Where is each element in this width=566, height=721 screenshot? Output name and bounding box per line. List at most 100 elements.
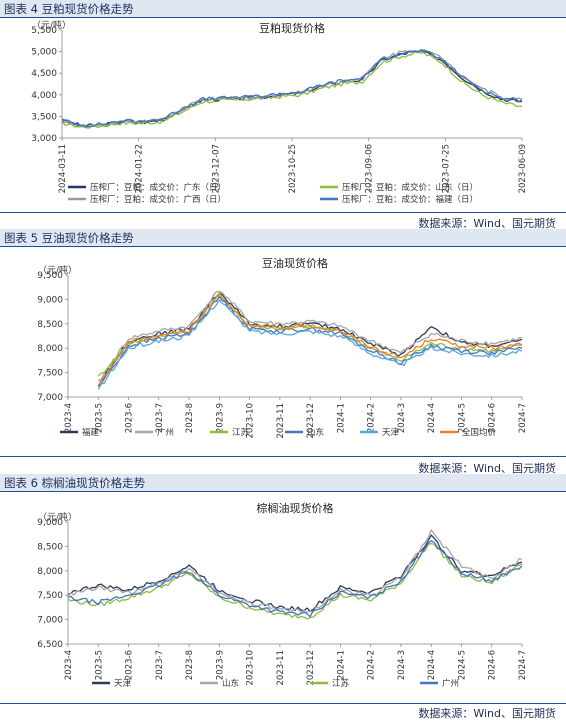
figure-header: 图表 4 豆粕现货价格走势	[0, 0, 566, 18]
series-line	[61, 50, 523, 128]
source-note: 数据来源：Wind、国元期货	[418, 462, 556, 475]
y-tick-label: 5,500	[31, 26, 57, 36]
figure-title: 图表 4 豆粕现货价格走势	[4, 2, 134, 16]
y-tick-label: 8,000	[37, 344, 63, 354]
divider	[0, 212, 566, 213]
legend-label: 江苏	[332, 678, 350, 689]
series-line	[67, 529, 523, 613]
x-tick-label: 2023-8	[185, 650, 195, 680]
y-tick-label: 8,500	[37, 320, 63, 330]
legend-label: 天津	[114, 678, 132, 689]
x-tick-label: 2023-10	[246, 650, 256, 686]
figure-title: 图表 5 豆油现货价格走势	[4, 231, 134, 245]
y-tick-label: 8,000	[37, 567, 63, 577]
x-tick-label: 2024-5	[457, 403, 467, 433]
series-line	[61, 49, 523, 129]
x-tick-label: 2023-4	[64, 650, 74, 680]
x-tick-label: 2023-12	[306, 403, 316, 439]
y-tick-label: 5,000	[31, 48, 57, 58]
x-tick-label: 2023-12	[306, 650, 316, 686]
y-tick-label: 3,000	[31, 134, 57, 144]
y-tick-label: 7,000	[37, 393, 63, 403]
y-tick-label: 6,500	[37, 640, 63, 650]
legend-label: 山东	[222, 678, 239, 689]
series-line	[97, 299, 523, 390]
x-tick-label: 2024-3	[397, 403, 407, 433]
x-tick-label: 2023-4	[64, 403, 74, 433]
x-tick-label: 2023-6	[125, 403, 135, 433]
series-line	[67, 540, 523, 618]
x-tick-label: 2024-4	[427, 403, 437, 433]
y-tick-label: 9,000	[37, 518, 63, 528]
divider	[0, 456, 566, 457]
x-tick-label: 2023-8	[185, 403, 195, 433]
x-tick-label: 2024-1	[336, 403, 346, 433]
x-tick-label: 2023-07-25	[441, 144, 451, 193]
x-tick-label: 2024-03-11	[58, 144, 68, 193]
y-tick-label: 7,500	[37, 369, 63, 379]
y-tick-label: 3,500	[31, 112, 57, 122]
y-tick-label: 9,000	[37, 295, 63, 305]
x-tick-label: 2023-9	[215, 650, 225, 680]
x-tick-label: 2024-7	[518, 650, 528, 680]
legend-label: 压榨厂：豆粕：成交价：福建（日）	[342, 194, 478, 205]
legend-label: 压榨厂：豆粕：成交价：广西（日）	[90, 194, 226, 205]
divider	[0, 703, 566, 704]
y-unit-label: （元/吨）	[38, 511, 77, 523]
legend-label: 天津	[382, 427, 400, 438]
y-tick-label: 8,500	[37, 542, 63, 552]
series-line	[67, 542, 523, 620]
soybean-oil-chart: 豆油现货价格 （元/吨） 7,000 7,500 8,000 8,500 9,000 9,50…	[37, 256, 528, 439]
x-tick-label: 2024-01-22	[135, 144, 145, 193]
x-tick-label: 2024-2	[367, 403, 377, 433]
legend-label: 江苏	[232, 427, 250, 438]
source-note: 数据来源：Wind、国元期货	[418, 707, 556, 720]
chart-title: 豆粕现货价格	[259, 21, 325, 35]
x-tick-label: 2023-9	[215, 403, 225, 433]
x-tick-label: 2023-11	[276, 650, 286, 686]
x-tick-label: 2023-6	[125, 650, 135, 680]
x-tick-label: 2023-10-25	[288, 144, 298, 193]
figure-header: 图表 6 棕榈油现货价格走势	[0, 474, 566, 492]
x-tick-label: 2023-7	[155, 650, 165, 680]
palm-oil-chart: 棕榈油现货价格 （元/吨） 6,500 7,000 7,500 8,000 8,500 9,0…	[37, 501, 528, 689]
x-tick-label: 2023-5	[94, 403, 104, 433]
x-tick-label: 2024-4	[427, 650, 437, 680]
series-line	[97, 292, 523, 387]
x-tick-label: 2023-09-06	[365, 144, 375, 193]
figure-title: 图表 6 棕榈油现货价格走势	[4, 476, 146, 490]
series-line	[67, 534, 523, 613]
x-tick-label: 2024-2	[367, 650, 377, 680]
x-tick-label: 2023-5	[94, 650, 104, 680]
source-note: 数据来源：Wind、国元期货	[418, 217, 556, 230]
y-tick-label: 9,500	[37, 271, 63, 281]
series-line	[97, 295, 523, 387]
x-tick-label: 2024-1	[336, 650, 346, 680]
x-tick-label: 2023-7	[155, 403, 165, 433]
legend-label: 福建	[82, 427, 100, 438]
x-tick-label: 2023-10	[246, 403, 256, 439]
y-tick-label: 7,000	[37, 616, 63, 626]
x-tick-label: 2023-06-09	[518, 144, 528, 193]
figure-header: 图表 5 豆油现货价格走势	[0, 229, 566, 247]
legend-label: 压榨厂：豆粕：成交价：山东（日）	[342, 182, 478, 193]
y-unit-label: （元/吨）	[38, 264, 77, 276]
x-tick-label: 2024-3	[397, 650, 407, 680]
y-tick-label: 7,500	[37, 591, 63, 601]
series-line	[61, 49, 523, 128]
chart-title: 棕榈油现货价格	[257, 501, 334, 515]
x-tick-label: 2024-5	[457, 650, 467, 680]
legend-label: 全国均价	[462, 427, 497, 438]
x-tick-label: 2024-7	[518, 403, 528, 433]
series-line	[61, 51, 523, 129]
x-tick-label: 2024-6	[488, 650, 498, 680]
chart-title: 豆油现货价格	[262, 256, 328, 270]
y-tick-label: 4,500	[31, 69, 57, 79]
series-line	[97, 294, 523, 386]
x-tick-label: 2023-11	[276, 403, 286, 439]
legend-label: 广州	[157, 427, 174, 438]
y-tick-label: 4,000	[31, 91, 57, 101]
y-unit-label: （元/吨）	[32, 19, 71, 31]
legend-label: 压榨厂：豆粕：成交价：广东（日）	[90, 182, 226, 193]
series-line	[98, 290, 523, 381]
